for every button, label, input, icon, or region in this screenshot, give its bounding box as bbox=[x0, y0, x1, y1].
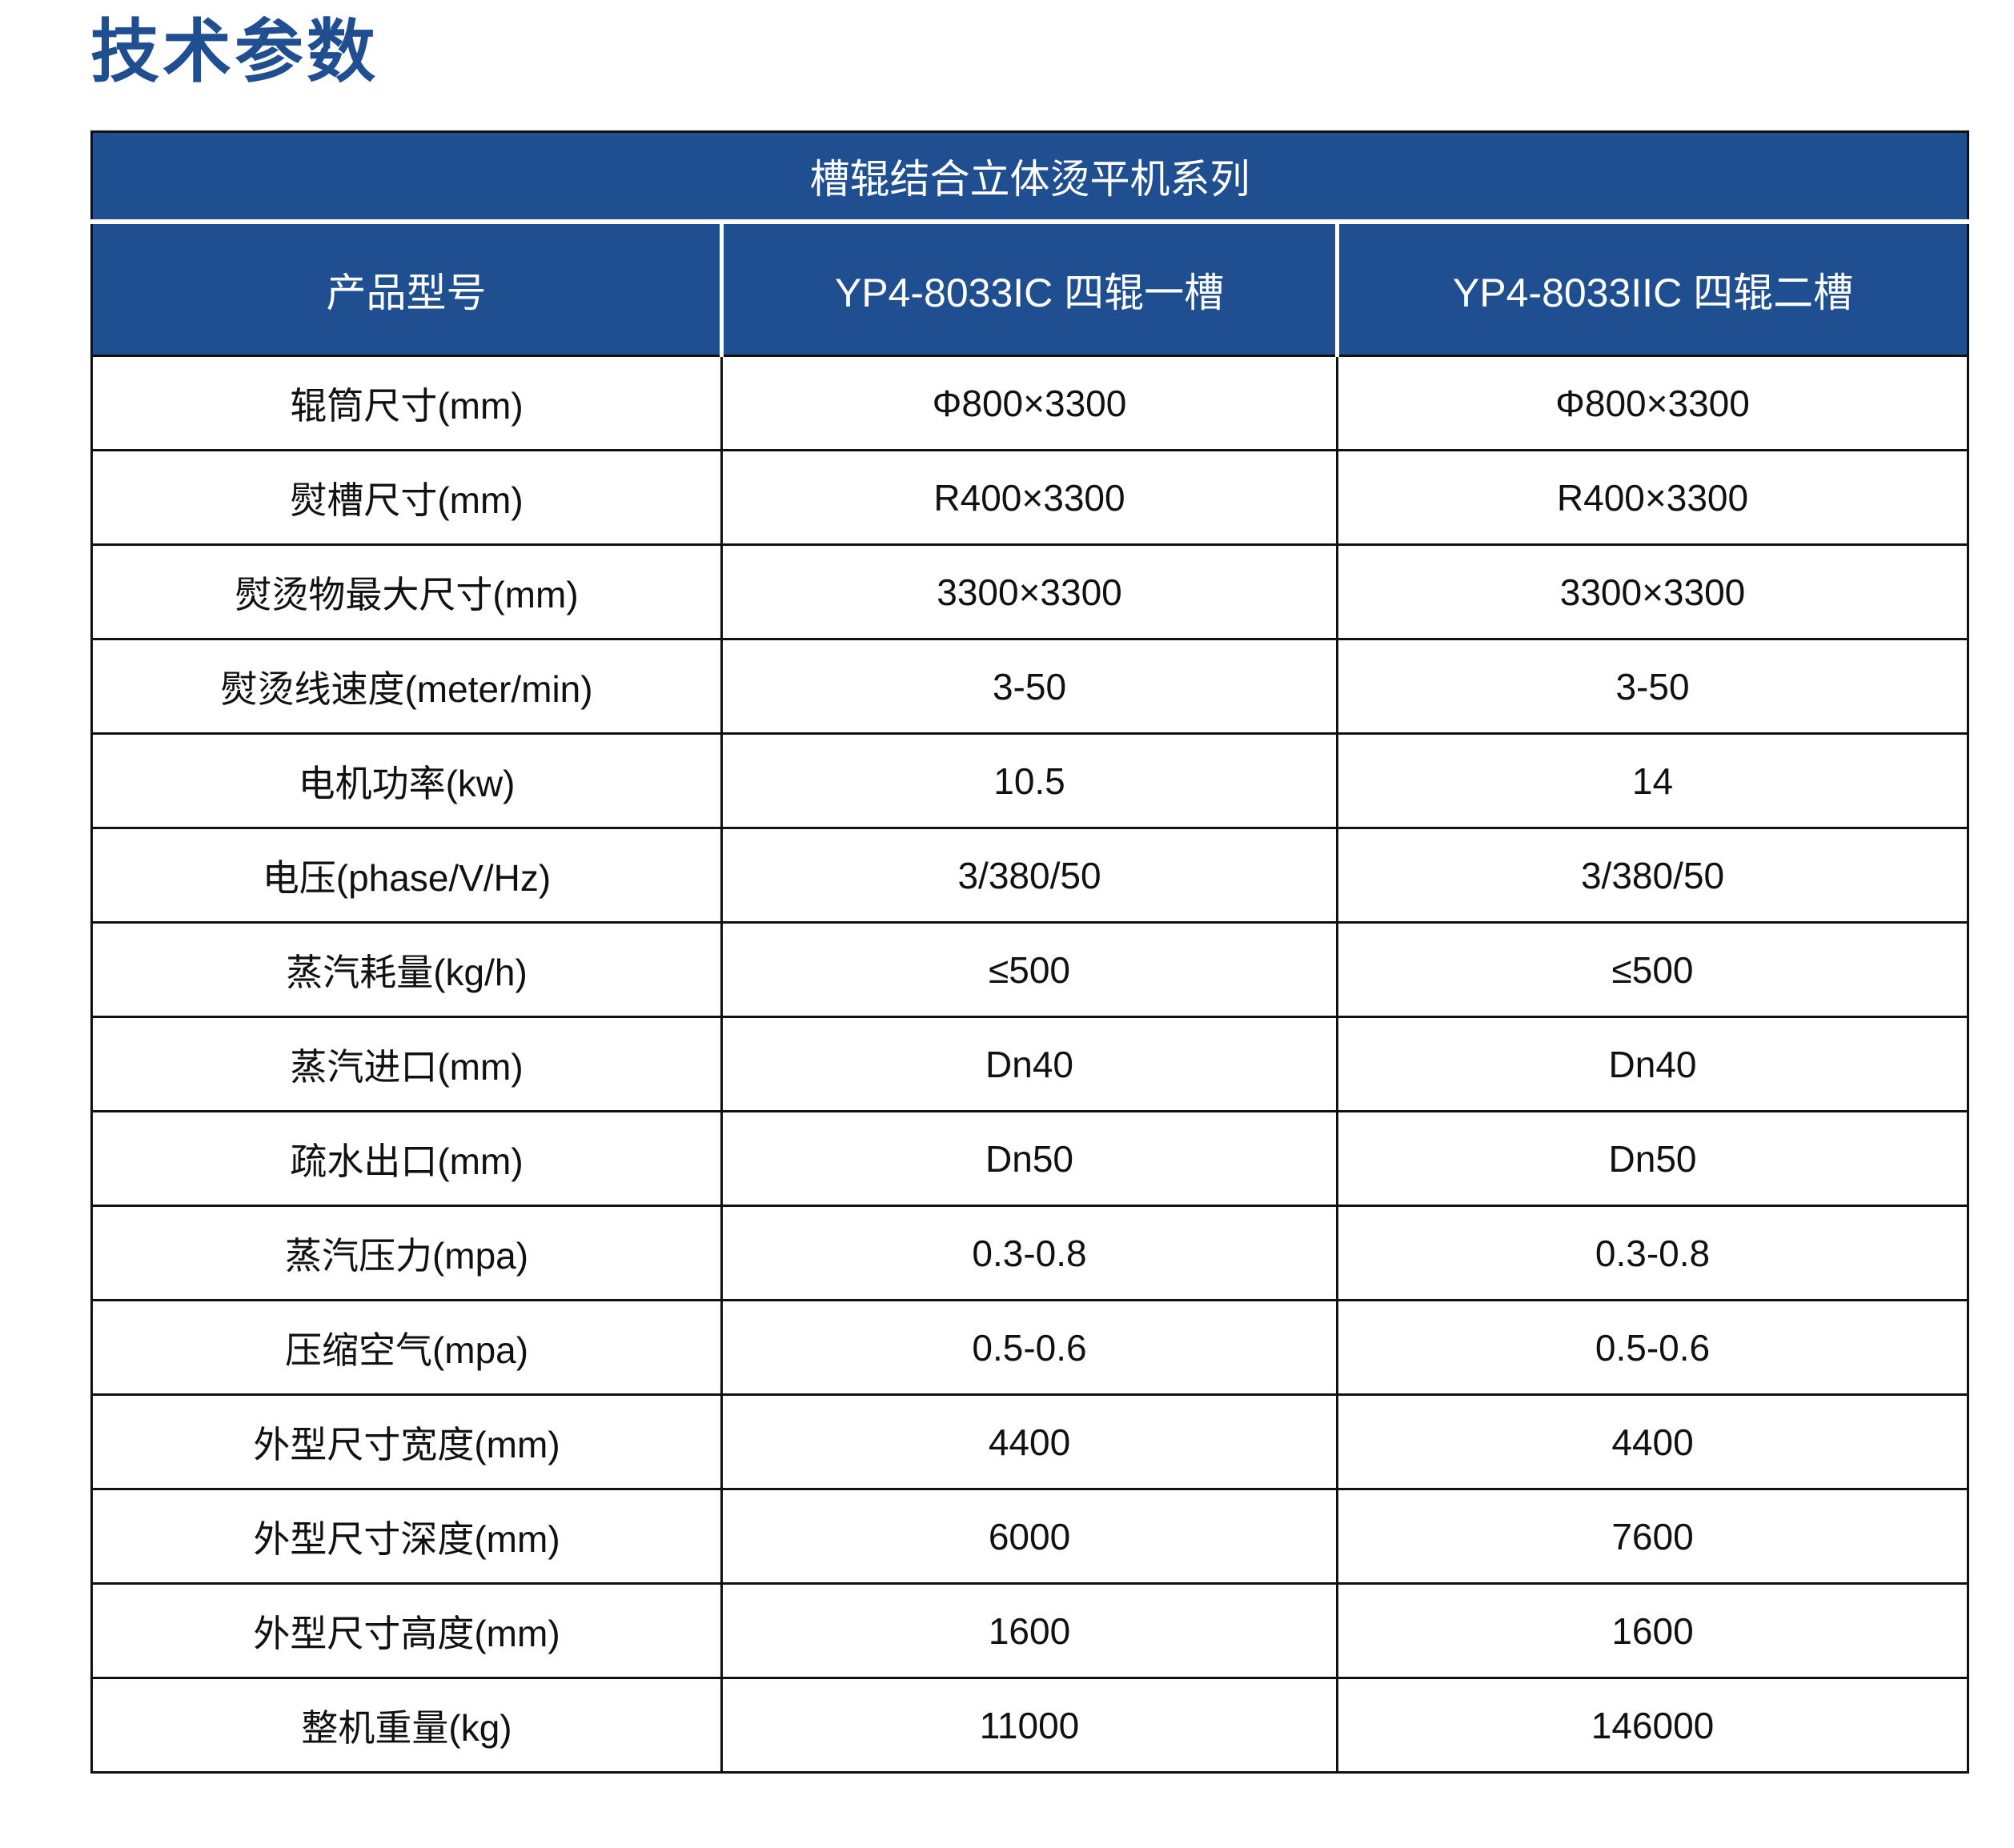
table-row: 熨烫线速度(meter/min) 3-50 3-50 bbox=[90, 638, 1969, 735]
column-header-model-1: YP4-8033IC 四辊一槽 bbox=[720, 222, 1338, 356]
spec-label-cell: 压缩空气(mpa) bbox=[90, 1299, 723, 1396]
table-row: 压缩空气(mpa) 0.5-0.6 0.5-0.6 bbox=[90, 1299, 1969, 1396]
spec-value-cell: 7600 bbox=[1336, 1488, 1969, 1585]
spec-value-cell: 0.5-0.6 bbox=[720, 1299, 1338, 1396]
spec-value-cell: ≤500 bbox=[1336, 921, 1969, 1018]
column-header-product-model: 产品型号 bbox=[91, 222, 722, 356]
spec-label-cell: 电压(phase/V/Hz) bbox=[90, 827, 723, 924]
spec-value-cell: 0.3-0.8 bbox=[720, 1205, 1338, 1301]
spec-value-cell: 3300×3300 bbox=[1336, 543, 1969, 640]
series-title: 槽辊结合立体烫平机系列 bbox=[91, 131, 1968, 224]
spec-value-cell: 3/380/50 bbox=[720, 827, 1338, 924]
table-row: 电压(phase/V/Hz) 3/380/50 3/380/50 bbox=[90, 827, 1969, 924]
spec-label-cell: 蒸汽进口(mm) bbox=[90, 1016, 723, 1112]
series-header-row: 槽辊结合立体烫平机系列 bbox=[91, 131, 1968, 224]
spec-table: 槽辊结合立体烫平机系列 产品型号 YP4-8033IC 四辊一槽 YP4-803… bbox=[90, 130, 1969, 1774]
spec-label-cell: 熨槽尺寸(mm) bbox=[90, 449, 723, 546]
table-row: 外型尺寸宽度(mm) 4400 4400 bbox=[90, 1393, 1969, 1490]
spec-label-cell: 蒸汽压力(mpa) bbox=[90, 1205, 723, 1301]
spec-value-cell: 6000 bbox=[720, 1488, 1338, 1585]
table-row: 辊筒尺寸(mm) Φ800×3300 Φ800×3300 bbox=[90, 355, 1969, 451]
model-header-row: 产品型号 YP4-8033IC 四辊一槽 YP4-8033IIC 四辊二槽 bbox=[91, 222, 1968, 356]
spec-label-cell: 电机功率(kw) bbox=[90, 732, 723, 829]
spec-value-cell: 3-50 bbox=[720, 638, 1338, 735]
table-row: 蒸汽进口(mm) Dn40 Dn40 bbox=[90, 1016, 1969, 1112]
spec-value-cell: R400×3300 bbox=[720, 449, 1338, 546]
spec-value-cell: Φ800×3300 bbox=[720, 355, 1338, 451]
spec-value-cell: 1600 bbox=[1336, 1582, 1969, 1679]
page-title: 技术参数 bbox=[90, 14, 379, 90]
spec-value-cell: ≤500 bbox=[720, 921, 1338, 1018]
spec-value-cell: 4400 bbox=[720, 1393, 1338, 1490]
spec-value-cell: 3-50 bbox=[1336, 638, 1969, 735]
spec-label-cell: 熨烫线速度(meter/min) bbox=[90, 638, 723, 735]
spec-value-cell: 1600 bbox=[720, 1582, 1338, 1679]
table-row: 蒸汽压力(mpa) 0.3-0.8 0.3-0.8 bbox=[90, 1205, 1969, 1301]
spec-value-cell: Φ800×3300 bbox=[1336, 355, 1969, 451]
spec-value-cell: R400×3300 bbox=[1336, 449, 1969, 546]
spec-value-cell: 4400 bbox=[1336, 1393, 1969, 1490]
table-row: 疏水出口(mm) Dn50 Dn50 bbox=[90, 1110, 1969, 1207]
table-row: 熨烫物最大尺寸(mm) 3300×3300 3300×3300 bbox=[90, 543, 1969, 640]
table-row: 电机功率(kw) 10.5 14 bbox=[90, 732, 1969, 829]
column-header-model-2: YP4-8033IIC 四辊二槽 bbox=[1335, 222, 1968, 356]
spec-label-cell: 辊筒尺寸(mm) bbox=[90, 355, 723, 451]
spec-value-cell: Dn40 bbox=[1336, 1016, 1969, 1112]
spec-label-cell: 蒸汽耗量(kg/h) bbox=[90, 921, 723, 1018]
spec-table-body: 辊筒尺寸(mm) Φ800×3300 Φ800×3300 熨槽尺寸(mm) R400×3… bbox=[90, 355, 1969, 1774]
spec-label-cell: 疏水出口(mm) bbox=[90, 1110, 723, 1207]
spec-value-cell: 0.3-0.8 bbox=[1336, 1205, 1969, 1301]
spec-value-cell: Dn40 bbox=[720, 1016, 1338, 1112]
spec-label-cell: 外型尺寸高度(mm) bbox=[90, 1582, 723, 1679]
spec-value-cell: 146000 bbox=[1336, 1677, 1969, 1774]
spec-label-cell: 外型尺寸宽度(mm) bbox=[90, 1393, 723, 1490]
table-row: 熨槽尺寸(mm) R400×3300 R400×3300 bbox=[90, 449, 1969, 546]
table-row: 整机重量(kg) 11000 146000 bbox=[90, 1677, 1969, 1774]
spec-value-cell: Dn50 bbox=[1336, 1110, 1969, 1207]
spec-value-cell: 0.5-0.6 bbox=[1336, 1299, 1969, 1396]
table-row: 蒸汽耗量(kg/h) ≤500 ≤500 bbox=[90, 921, 1969, 1018]
spec-value-cell: 11000 bbox=[720, 1677, 1338, 1774]
spec-label-cell: 整机重量(kg) bbox=[90, 1677, 723, 1774]
spec-value-cell: 3/380/50 bbox=[1336, 827, 1969, 924]
spec-value-cell: Dn50 bbox=[720, 1110, 1338, 1207]
table-row: 外型尺寸深度(mm) 6000 7600 bbox=[90, 1488, 1969, 1585]
spec-value-cell: 14 bbox=[1336, 732, 1969, 829]
spec-label-cell: 外型尺寸深度(mm) bbox=[90, 1488, 723, 1585]
spec-value-cell: 3300×3300 bbox=[720, 543, 1338, 640]
table-row: 外型尺寸高度(mm) 1600 1600 bbox=[90, 1582, 1969, 1679]
spec-value-cell: 10.5 bbox=[720, 732, 1338, 829]
spec-label-cell: 熨烫物最大尺寸(mm) bbox=[90, 543, 723, 640]
